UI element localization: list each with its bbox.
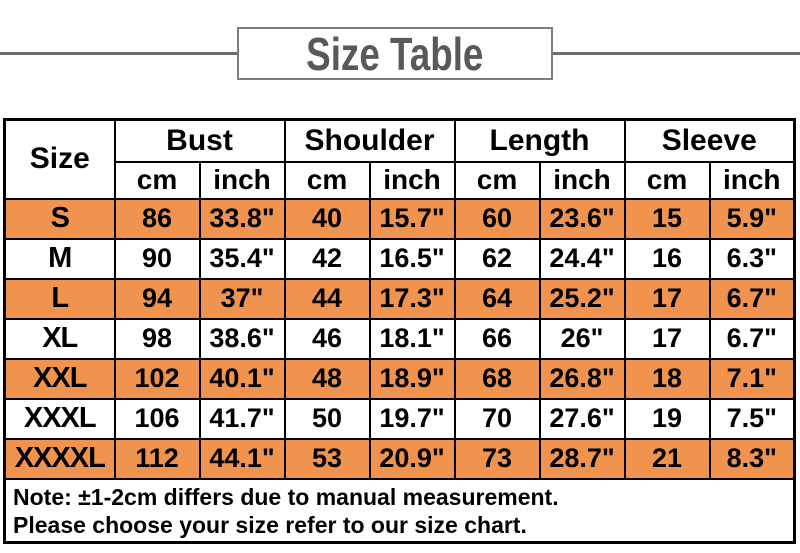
table-row: XL 98 38.6" 46 18.1" 66 26" 17 6.7": [3, 317, 796, 360]
value-cell: 18.9": [368, 357, 456, 400]
unit-header-cm: cm: [453, 160, 541, 200]
value-cell: 27.6": [538, 397, 626, 440]
value-cell: 6.7": [708, 277, 796, 320]
value-cell: 28.7": [538, 437, 626, 480]
table-row: XXL 102 40.1" 48 18.9" 68 26.8" 18 7.1": [3, 357, 796, 400]
size-cell: M: [3, 237, 116, 280]
banner-box: Size Table: [237, 27, 553, 80]
value-cell: 26": [538, 317, 626, 360]
value-cell: 106: [113, 397, 201, 440]
value-cell: 24.4": [538, 237, 626, 280]
value-cell: 40: [283, 197, 371, 240]
value-cell: 20.9": [368, 437, 456, 480]
value-cell: 15: [623, 197, 711, 240]
note-line-1: Note: ±1-2cm differs due to manual measu…: [13, 483, 559, 510]
value-cell: 44: [283, 277, 371, 320]
value-cell: 102: [113, 357, 201, 400]
value-cell: 6.3": [708, 237, 796, 280]
table-header: Size Bust Shoulder Length Sleeve cm inch…: [3, 118, 796, 200]
value-cell: 25.2": [538, 277, 626, 320]
value-cell: 98: [113, 317, 201, 360]
table-row: S 86 33.8" 40 15.7" 60 23.6" 15 5.9": [3, 197, 796, 240]
value-cell: 7.1": [708, 357, 796, 400]
value-cell: 26.8": [538, 357, 626, 400]
value-cell: 8.3": [708, 437, 796, 480]
unit-header-cm: cm: [283, 160, 371, 200]
value-cell: 33.8": [198, 197, 286, 240]
unit-header-inch: inch: [198, 160, 286, 200]
value-cell: 16.5": [368, 237, 456, 280]
size-cell: XXXXL: [3, 437, 116, 480]
column-header-size: Size: [3, 118, 116, 200]
size-cell: XL: [3, 317, 116, 360]
page-title: Size Table: [306, 27, 484, 80]
group-header-row: Size Bust Shoulder Length Sleeve: [3, 118, 796, 200]
value-cell: 73: [453, 437, 541, 480]
table-body: S 86 33.8" 40 15.7" 60 23.6" 15 5.9" M 9…: [3, 197, 796, 480]
value-cell: 70: [453, 397, 541, 440]
value-cell: 50: [283, 397, 371, 440]
value-cell: 62: [453, 237, 541, 280]
unit-header-inch: inch: [368, 160, 456, 200]
table-row: L 94 37" 44 17.3" 64 25.2" 17 6.7": [3, 277, 796, 320]
value-cell: 68: [453, 357, 541, 400]
unit-header-inch: inch: [538, 160, 626, 200]
value-cell: 94: [113, 277, 201, 320]
value-cell: 64: [453, 277, 541, 320]
value-cell: 53: [283, 437, 371, 480]
column-header-length: Length: [453, 118, 626, 163]
value-cell: 90: [113, 237, 201, 280]
value-cell: 48: [283, 357, 371, 400]
size-table: Size Bust Shoulder Length Sleeve cm inch…: [3, 118, 796, 544]
column-header-bust: Bust: [113, 118, 286, 163]
value-cell: 19: [623, 397, 711, 440]
value-cell: 17: [623, 277, 711, 320]
value-cell: 60: [453, 197, 541, 240]
value-cell: 41.7": [198, 397, 286, 440]
size-cell: XXXL: [3, 397, 116, 440]
value-cell: 38.6": [198, 317, 286, 360]
column-header-shoulder: Shoulder: [283, 118, 456, 163]
size-cell: S: [3, 197, 116, 240]
table-row: XXXL 106 41.7" 50 19.7" 70 27.6" 19 7.5": [3, 397, 796, 440]
value-cell: 17.3": [368, 277, 456, 320]
unit-header-cm: cm: [113, 160, 201, 200]
unit-header-cm: cm: [623, 160, 711, 200]
value-cell: 23.6": [538, 197, 626, 240]
value-cell: 86: [113, 197, 201, 240]
value-cell: 7.5": [708, 397, 796, 440]
value-cell: 18.1": [368, 317, 456, 360]
column-header-sleeve: Sleeve: [623, 118, 796, 163]
value-cell: 44.1": [198, 437, 286, 480]
value-cell: 35.4": [198, 237, 286, 280]
size-cell: XXL: [3, 357, 116, 400]
value-cell: 42: [283, 237, 371, 280]
unit-header-inch: inch: [708, 160, 796, 200]
value-cell: 16: [623, 237, 711, 280]
table-row: M 90 35.4" 42 16.5" 62 24.4" 16 6.3": [3, 237, 796, 280]
table-row: XXXXL 112 44.1" 53 20.9" 73 28.7" 21 8.3…: [3, 437, 796, 480]
note-row: Note: ±1-2cm differs due to manual measu…: [3, 477, 796, 543]
note-line-2: Please choose your size refer to our siz…: [13, 511, 527, 538]
value-cell: 37": [198, 277, 286, 320]
value-cell: 6.7": [708, 317, 796, 360]
value-cell: 46: [283, 317, 371, 360]
value-cell: 40.1": [198, 357, 286, 400]
value-cell: 18: [623, 357, 711, 400]
unit-header-row: cm inch cm inch cm inch cm inch: [5, 160, 796, 200]
value-cell: 21: [623, 437, 711, 480]
value-cell: 66: [453, 317, 541, 360]
value-cell: 19.7": [368, 397, 456, 440]
size-cell: L: [3, 277, 116, 320]
value-cell: 5.9": [708, 197, 796, 240]
value-cell: 112: [113, 437, 201, 480]
note-cell: Note: ±1-2cm differs due to manual measu…: [3, 477, 796, 543]
value-cell: 17: [623, 317, 711, 360]
value-cell: 15.7": [368, 197, 456, 240]
